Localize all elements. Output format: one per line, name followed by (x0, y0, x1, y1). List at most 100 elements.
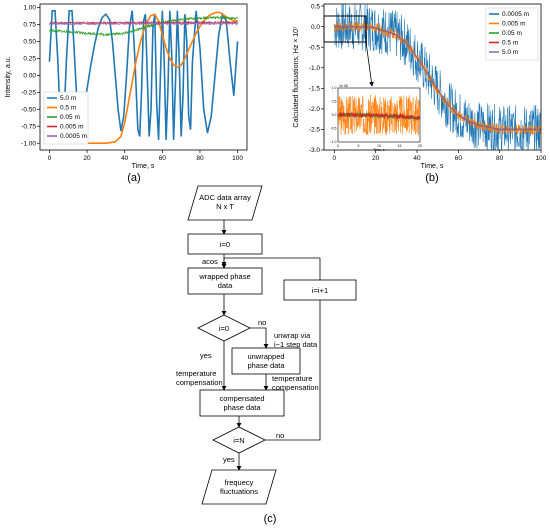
unwrapped-node-label: phase data (247, 361, 285, 370)
inset-chart: 0 5 10 15 20 1.0 0.5 0.0 -0.5 -1.0 1e 06 Time, s (330, 84, 422, 152)
series-line (49, 11, 238, 145)
adc-data-node (187, 185, 263, 221)
inset-y-tick-label: 0.0 (332, 113, 337, 117)
x-tick-label: 40 (121, 155, 129, 162)
x-tick-label: 40 (413, 155, 421, 162)
y-tick-label: -0.75 (21, 123, 36, 130)
intensity-chart: 0 20 40 60 80 100 -1.00 -0.75 -0.50 -0.25 0.00 0.25… (5, 3, 248, 184)
y-tick-label: -2.5 (309, 127, 321, 134)
inset-x-tick-label: 20 (418, 144, 422, 148)
y-tick-label: -3.0 (309, 147, 321, 154)
y-tick-label: -1.00 (21, 140, 36, 147)
panel-label: (b) (425, 172, 438, 184)
edge-label-no: no (276, 431, 284, 440)
legend-entry: 0.5 m (60, 105, 76, 112)
decision-in-label: i=N (233, 436, 244, 445)
y-tick-label: 0.0 (311, 24, 320, 31)
legend-entry: 0.005 m (60, 124, 84, 131)
legend-entry: 0.0005 m (502, 11, 529, 18)
zoom-arrow (365, 41, 374, 87)
series-line (49, 15, 238, 37)
edge-label-yes: yes (200, 351, 212, 360)
y-tick-label: -1.5 (309, 86, 321, 93)
wrapped-node-label: wrapped phase (198, 272, 250, 281)
x-tick-label: 0 (48, 155, 52, 162)
y-tick-label: -1.0 (309, 65, 321, 72)
x-tick-label: 100 (536, 155, 547, 162)
flowchart (187, 185, 357, 505)
panel-label: (c) (264, 513, 277, 525)
x-tick-label: 20 (372, 155, 380, 162)
legend-box (43, 91, 89, 145)
y-axis-label: Intensity, a.u. (5, 56, 12, 97)
edge-label-unwrap-via: unwrap via (274, 331, 311, 340)
edge-label-temperature: compensation (272, 383, 319, 392)
plot-frame (323, 3, 542, 151)
compensated-node-label: compensated (219, 394, 264, 403)
edge-dec2-no (265, 300, 321, 441)
inset-series-line (338, 111, 420, 121)
x-tick-label: 80 (496, 155, 504, 162)
edge-label-temperature: temperature (272, 374, 312, 383)
y-tick-label: 0.25 (23, 56, 36, 63)
y-tick-label: -0.50 (21, 106, 36, 113)
adc-node-label: N x T (216, 202, 234, 211)
unwrapped-node (231, 347, 301, 375)
unwrapped-node-label: unwrapped (247, 352, 284, 361)
edge-label-temperature: compensation (176, 378, 223, 387)
x-tick-label: 0 (333, 155, 337, 162)
edge-label-yes: yes (223, 455, 235, 464)
y-tick-label: 0.75 (23, 22, 36, 29)
edge-label-temperature: temperature (176, 369, 216, 378)
inset-y-tick-label: 1.0 (332, 86, 337, 90)
y-tick-label: -2.0 (309, 106, 321, 113)
fluctuations-chart: 0 20 40 60 80 100-3.0-2.5-2.0-1.5-1.0-0.50.00… (293, 3, 547, 184)
legend: 0.0005 m 0.005 m 0.05 m 0.5 m 5.0 m (485, 7, 539, 61)
init-node-label: i=0 (220, 240, 230, 249)
edge-dec1-no (250, 327, 269, 349)
y-tick-label: 0.00 (23, 73, 36, 80)
inset-y-tick-label: -1.0 (330, 140, 336, 144)
y-tick-label: -0.25 (21, 89, 36, 96)
decision-i0-label: i=0 (219, 324, 229, 333)
legend-entry: 5.0 m (502, 49, 518, 56)
inset-x-tick-label: 0 (337, 144, 339, 148)
x-tick-label: 100 (232, 155, 243, 162)
legend: 5.0 m 0.5 m 0.05 m 0.005 m 0.0005 m (43, 91, 89, 145)
compensated-node-label: phase data (223, 403, 261, 412)
legend-entry: 0.05 m (502, 30, 522, 37)
x-tick-label: 80 (196, 155, 204, 162)
edge-label-acos: acos (202, 257, 218, 266)
legend-entry: 5.0 m (60, 95, 76, 102)
edge-label-unwrap-via: i−1 step data (274, 340, 318, 349)
adc-node-label: ADC data array (199, 193, 251, 202)
x-tick-label: 20 (83, 155, 91, 162)
y-tick-label: 1.00 (23, 5, 36, 12)
y-tick-label: 0.5 (311, 3, 320, 10)
edge-label-no: no (258, 318, 266, 327)
x-tick-label: 60 (455, 155, 463, 162)
x-axis-label: Time, s (421, 163, 444, 170)
legend-entry: 0.0005 m (60, 133, 87, 140)
inset-y-tick-label: -0.5 (330, 127, 336, 131)
frequency-node (201, 469, 277, 505)
legend-entry: 0.005 m (502, 21, 526, 28)
wrapped-phase-node (187, 267, 263, 295)
x-axis-label: Time, s (132, 163, 155, 170)
inset-y-tick-label: 0.5 (332, 100, 337, 104)
zoom-box (323, 15, 367, 43)
y-axis-label: Calculated fluctuations, Hz × 10⁷ (293, 26, 300, 128)
inset-x-label: Time, s (373, 148, 385, 152)
y-tick-label: 0.50 (23, 39, 36, 46)
plot-frame (39, 3, 248, 151)
inset-series-line (338, 94, 420, 136)
inset-x-tick-label: 15 (398, 144, 402, 148)
frequency-node-label: frequecy (225, 478, 254, 487)
legend-entry: 0.05 m (60, 114, 80, 121)
compensated-node (199, 389, 285, 417)
y-tick-label: -0.5 (309, 44, 321, 51)
inset-x-tick-label: 10 (377, 144, 381, 148)
x-tick-label: 60 (159, 155, 167, 162)
legend-entry: 0.5 m (502, 40, 518, 47)
